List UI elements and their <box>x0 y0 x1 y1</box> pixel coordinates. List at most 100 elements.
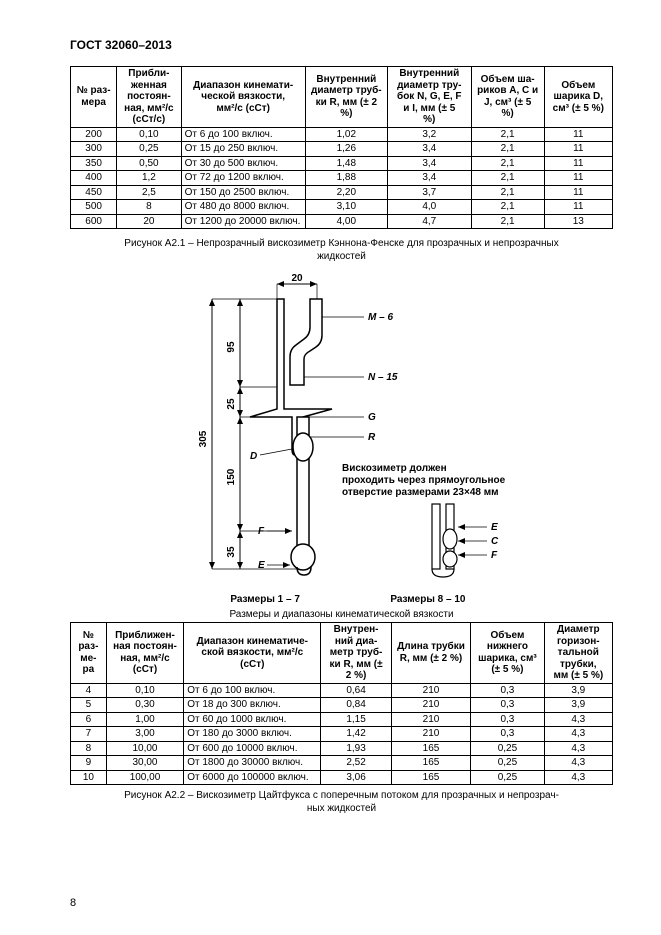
td: 11 <box>544 185 612 200</box>
table-row: 4502,5От 150 до 2500 включ.2,203,72,111 <box>71 185 613 200</box>
figure-caption-1: Рисунок А2.1 – Непрозрачный вискозиметр … <box>70 237 613 263</box>
td: 11 <box>544 142 612 157</box>
table-row: 73,00От 180 до 3000 включ.1,422100,34,3 <box>71 727 613 742</box>
td: 6 <box>71 712 107 727</box>
dim-35: 35 <box>226 546 237 558</box>
td: 210 <box>391 683 470 698</box>
table-row: 3000,25От 15 до 250 включ.1,263,42,111 <box>71 142 613 157</box>
td: От 1800 до 30000 включ. <box>184 756 321 771</box>
th: Прибли-женнаяпостоян-ная, мм²/с(сСт/с) <box>117 67 181 128</box>
th: Внутреннийдиаметр тру-бок N, G, E, Fи I,… <box>387 67 471 128</box>
td: 165 <box>391 741 470 756</box>
td: 2,1 <box>471 127 544 142</box>
sizes-right: Размеры 8 – 10 <box>353 594 503 605</box>
td: 0,3 <box>471 727 544 742</box>
td: 4 <box>71 683 107 698</box>
td: От 18 до 300 включ. <box>184 698 321 713</box>
label-m: M – 6 <box>368 312 393 323</box>
td: От 60 до 1000 включ. <box>184 712 321 727</box>
td: 3,9 <box>544 683 612 698</box>
dim-95: 95 <box>226 341 237 353</box>
label-e-left: E <box>258 560 265 571</box>
label-n: N – 15 <box>368 372 398 383</box>
dim-150: 150 <box>226 468 237 485</box>
td: 0,3 <box>471 683 544 698</box>
td: От 150 до 2500 включ. <box>181 185 305 200</box>
label-d: D <box>250 451 257 462</box>
td: 0,25 <box>471 756 544 771</box>
label-f-right: F <box>491 550 498 561</box>
td: 3,10 <box>305 200 387 215</box>
td: 0,3 <box>471 712 544 727</box>
td: 350 <box>71 156 117 171</box>
td: 30,00 <box>106 756 183 771</box>
td: 300 <box>71 142 117 157</box>
td: От 1200 до 20000 включ. <box>181 214 305 229</box>
td: 2,1 <box>471 214 544 229</box>
td: 0,25 <box>471 770 544 785</box>
note-line: проходить через прямоугольное <box>342 475 506 486</box>
td: 1,93 <box>321 741 391 756</box>
note-line: Вискозиметр должен <box>342 463 447 474</box>
th: Приближен-ная постоян-ная, мм²/с(сСт) <box>106 623 183 684</box>
td: 210 <box>391 712 470 727</box>
td: 500 <box>71 200 117 215</box>
table-row: 10100,00От 6000 до 100000 включ.3,061650… <box>71 770 613 785</box>
td: 0,10 <box>117 127 181 142</box>
td: 600 <box>71 214 117 229</box>
td: 3,2 <box>387 127 471 142</box>
table-row: 5008От 480 до 8000 включ.3,104,02,111 <box>71 200 613 215</box>
table-row: 50,30От 18 до 300 включ.0,842100,33,9 <box>71 698 613 713</box>
page: ГОСТ 32060–2013 № раз-мера Прибли-женная… <box>0 0 661 935</box>
label-g: G <box>368 412 376 423</box>
td: 2,1 <box>471 185 544 200</box>
td: От 180 до 3000 включ. <box>184 727 321 742</box>
td: 1,00 <box>106 712 183 727</box>
dim-305: 305 <box>198 430 209 447</box>
td: 0,25 <box>117 142 181 157</box>
td: 2,5 <box>117 185 181 200</box>
td: 2,20 <box>305 185 387 200</box>
page-number: 8 <box>70 897 76 909</box>
td: 0,10 <box>106 683 183 698</box>
td: 2,1 <box>471 171 544 186</box>
th: Диапазон кинемати-ческой вязкости,мм²/с … <box>181 67 305 128</box>
td: 3,4 <box>387 142 471 157</box>
td: 3,00 <box>106 727 183 742</box>
td: 2,1 <box>471 200 544 215</box>
td: От 30 до 500 включ. <box>181 156 305 171</box>
td: 3,9 <box>544 698 612 713</box>
table-2: №раз-ме-ра Приближен-ная постоян-ная, мм… <box>70 622 613 785</box>
th: Объем ша-риков A, C иJ, см³ (± 5%) <box>471 67 544 128</box>
subcaption-2: Размеры и диапазоны кинематической вязко… <box>70 609 613 620</box>
td: 4,3 <box>544 727 612 742</box>
td: 4,7 <box>387 214 471 229</box>
td: 0,84 <box>321 698 391 713</box>
td: 210 <box>391 727 470 742</box>
td: От 6000 до 100000 включ. <box>184 770 321 785</box>
table-row: №раз-ме-ра Приближен-ная постоян-ная, мм… <box>71 623 613 684</box>
td: От 6 до 100 включ. <box>184 683 321 698</box>
th: Диаметргоризон-тальнойтрубки,мм (± 5 %) <box>544 623 612 684</box>
table-1: № раз-мера Прибли-женнаяпостоян-ная, мм²… <box>70 66 613 229</box>
th: № раз-мера <box>71 67 117 128</box>
td: 4,0 <box>387 200 471 215</box>
td: 165 <box>391 770 470 785</box>
td: 9 <box>71 756 107 771</box>
td: 3,4 <box>387 156 471 171</box>
td: 1,48 <box>305 156 387 171</box>
td: 0,3 <box>471 698 544 713</box>
table-row: 3500,50От 30 до 500 включ.1,483,42,111 <box>71 156 613 171</box>
td: 210 <box>391 698 470 713</box>
td: 11 <box>544 156 612 171</box>
doc-header: ГОСТ 32060–2013 <box>70 38 613 52</box>
td: 2,1 <box>471 142 544 157</box>
label-f-left: F <box>258 526 265 537</box>
td: 100,00 <box>106 770 183 785</box>
td: 4,3 <box>544 756 612 771</box>
td: 1,15 <box>321 712 391 727</box>
td: 4,00 <box>305 214 387 229</box>
td: 0,64 <box>321 683 391 698</box>
sizes-labels: Размеры 1 – 7 Размеры 8 – 10 <box>70 594 613 605</box>
td: 0,25 <box>471 741 544 756</box>
